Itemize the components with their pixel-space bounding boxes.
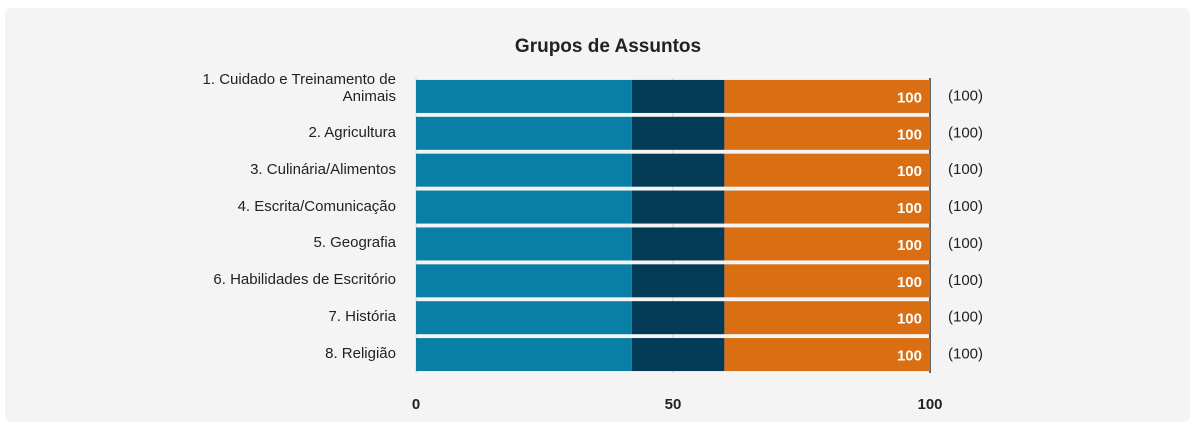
bar-segment — [631, 338, 725, 372]
bar-segment — [631, 153, 725, 187]
x-tick-label: 0 — [412, 396, 420, 413]
total-label: 100 — [897, 163, 922, 180]
count-label: (100) — [948, 346, 983, 363]
count-label: (100) — [948, 124, 983, 141]
category-label: 1. Cuidado e Treinamento de Animais — [202, 71, 396, 106]
bar-segment — [416, 264, 632, 298]
category-label: 3. Culinária/Alimentos — [250, 160, 396, 178]
total-label: 100 — [897, 200, 922, 217]
bar-segment — [724, 301, 930, 335]
count-label: (100) — [948, 309, 983, 326]
bar-segment — [631, 264, 725, 298]
x-tick-label: 50 — [665, 396, 682, 413]
category-label: 7. História — [328, 308, 396, 326]
total-label: 100 — [897, 311, 922, 328]
total-label: 100 — [897, 126, 922, 143]
bar-segment — [724, 79, 930, 113]
count-label: (100) — [948, 161, 983, 178]
category-label: 6. Habilidades de Escritório — [213, 271, 396, 289]
bar-segment — [416, 338, 632, 372]
total-label: 100 — [897, 89, 922, 106]
category-label: 4. Escrita/Comunicação — [237, 197, 396, 215]
bar-segment — [631, 301, 725, 335]
bar-segment — [416, 153, 632, 187]
bar-segment — [724, 264, 930, 298]
bar-segment — [631, 227, 725, 261]
x-tick-label: 100 — [917, 396, 942, 413]
category-label: 5. Geografia — [313, 234, 396, 252]
bar-segment — [631, 116, 725, 150]
count-label: (100) — [948, 87, 983, 104]
total-label: 100 — [897, 237, 922, 254]
total-label: 100 — [897, 348, 922, 365]
bar-segment — [416, 190, 632, 224]
bar-segment — [631, 190, 725, 224]
count-label: (100) — [948, 272, 983, 289]
chart-title: Grupos de Assuntos — [515, 36, 701, 57]
bar-segment — [724, 116, 930, 150]
count-label: (100) — [948, 235, 983, 252]
bar-segment — [416, 116, 632, 150]
category-label: 8. Religião — [325, 345, 396, 363]
bar-segment — [724, 153, 930, 187]
count-label: (100) — [948, 198, 983, 215]
total-label: 100 — [897, 274, 922, 291]
bar-segment — [631, 79, 725, 113]
bar-segment — [416, 301, 632, 335]
bar-segment — [416, 227, 632, 261]
bar-segment — [724, 227, 930, 261]
bar-segment — [724, 190, 930, 224]
category-label: 2. Agricultura — [308, 123, 396, 141]
bar-segment — [416, 79, 632, 113]
bar-segment — [724, 338, 930, 372]
